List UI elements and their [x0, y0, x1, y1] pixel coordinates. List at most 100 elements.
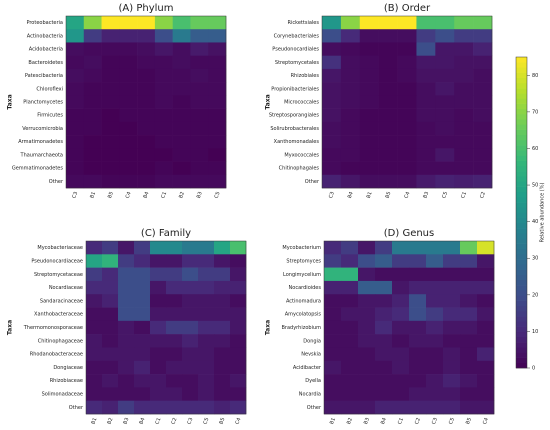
heat-cell [378, 161, 398, 176]
heat-cell [341, 280, 359, 295]
heat-cell [435, 135, 455, 149]
heat-cell [172, 121, 191, 136]
colorbar-segment [516, 207, 527, 213]
row-label: Acidobacteria [29, 47, 63, 53]
heat-cell [86, 280, 103, 295]
heat-cell [358, 267, 376, 282]
heat-cell [397, 161, 417, 176]
colorbar-segment [516, 93, 527, 99]
column-label: B4 [380, 417, 388, 425]
heat-cell [358, 360, 376, 375]
heat-cell [409, 334, 427, 348]
heat-cell [473, 95, 493, 109]
heat-cell [340, 55, 361, 70]
heat-cell [214, 387, 231, 401]
heat-cell [375, 387, 393, 401]
colorbar-segment [516, 108, 527, 115]
heat-cell [134, 280, 151, 295]
heat-cell [454, 95, 474, 109]
heat-cell [150, 374, 167, 388]
heat-cell [359, 161, 379, 176]
heat-cell [66, 42, 85, 56]
heat-cell [426, 387, 444, 401]
colorbar-segment [516, 310, 527, 317]
heat-cell [416, 68, 436, 83]
heat-cell [208, 174, 227, 189]
row-label: Firmicutes [37, 113, 63, 119]
row-label: Xanthobacteraceae [34, 312, 83, 318]
heat-cell [416, 42, 436, 56]
heat-cell [409, 387, 427, 401]
heat-cell [397, 135, 417, 149]
heat-cell [375, 334, 393, 348]
heat-cell [208, 121, 227, 136]
heat-cell [166, 307, 183, 322]
heat-cell [460, 387, 478, 401]
heat-cell [182, 320, 199, 335]
heat-cell [454, 42, 474, 56]
row-label: Solirubrobacterales [270, 126, 319, 132]
heat-cell [435, 108, 455, 123]
heat-cell [322, 68, 342, 83]
column-label: B1 [329, 417, 337, 425]
heat-cell [375, 320, 393, 335]
heat-cell [230, 360, 247, 375]
row-label: Longimycelium [283, 272, 321, 278]
heat-cell [426, 254, 444, 268]
heat-cell [230, 334, 247, 348]
column-label: C5 [203, 417, 211, 425]
heat-cell [397, 16, 417, 30]
heat-cell [443, 347, 461, 362]
heat-cell [322, 174, 342, 189]
heat-cell [473, 16, 493, 30]
heat-cell [392, 294, 410, 308]
heat-cell [137, 16, 156, 30]
heat-cell [119, 121, 138, 136]
heat-cell [150, 280, 167, 295]
heat-cell [397, 121, 417, 136]
heat-cell [477, 254, 495, 268]
colorbar-segment [516, 134, 527, 141]
colorbar-segment [516, 331, 527, 338]
heat-cell [340, 161, 361, 176]
heat-cell [324, 374, 342, 388]
heat-cell [102, 241, 119, 255]
colorbar-segment [516, 259, 527, 265]
heat-cell [397, 174, 417, 189]
column-label: C4 [125, 191, 133, 199]
heat-cell [230, 347, 247, 362]
heat-cell [473, 68, 493, 83]
heat-cell [134, 347, 151, 362]
heat-cell [322, 29, 342, 43]
heat-cell [150, 294, 167, 308]
heat-cell [118, 280, 135, 295]
colorbar-segment [516, 186, 527, 193]
heat-cell [324, 347, 342, 362]
colorbar-frame [515, 56, 528, 369]
heat-cell [426, 320, 444, 335]
heat-cell [426, 267, 444, 282]
heat-cell [426, 241, 444, 255]
column-label: C3 [187, 417, 195, 425]
heat-cell [340, 42, 361, 56]
heat-cell [166, 374, 183, 388]
heat-cell [137, 42, 156, 56]
heat-cell [134, 267, 151, 282]
row-label: Amycolatopsis [285, 312, 322, 318]
heat-cell [172, 161, 191, 176]
row-label: Rhizobiaceae [50, 378, 83, 384]
heat-cell [477, 334, 495, 348]
heat-cell [198, 267, 215, 282]
heat-cell [375, 374, 393, 388]
heat-cell [118, 320, 135, 335]
heat-cell [214, 400, 231, 415]
column-label: C1 [397, 417, 405, 425]
colorbar-segment [516, 171, 527, 177]
heat-cell [134, 241, 151, 255]
heat-cell [190, 148, 209, 162]
heat-cell [322, 55, 342, 70]
heat-cell [182, 294, 199, 308]
heat-cell [119, 108, 138, 123]
colorbar-segment [516, 217, 527, 224]
heat-cell [101, 161, 120, 176]
